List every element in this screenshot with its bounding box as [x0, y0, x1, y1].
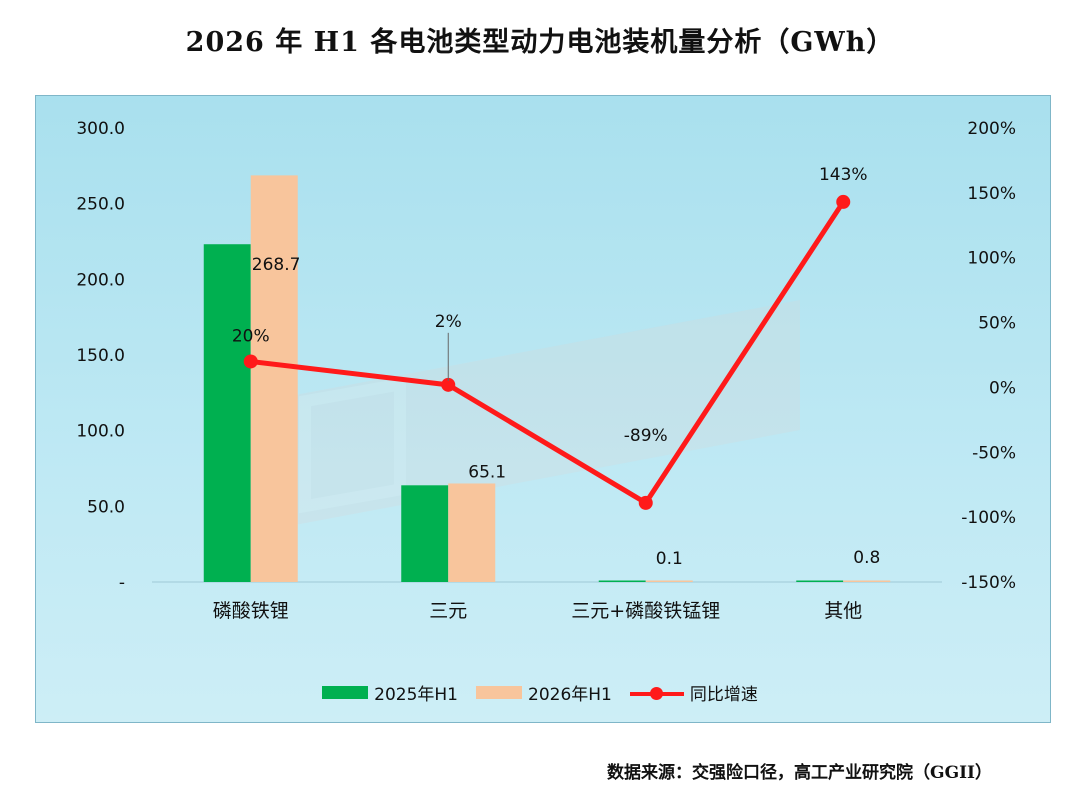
left-tick-label: 100.0: [76, 422, 125, 442]
category-label: 其他: [824, 600, 862, 622]
bar-2026: [250, 175, 298, 582]
bar-2026: [843, 580, 891, 582]
legend-label-2025: 2025年H1: [374, 685, 458, 705]
right-tick-label: 150%: [967, 184, 1016, 204]
category-label: 三元+磷酸铁锰锂: [571, 600, 720, 622]
bar-2026: [645, 580, 693, 582]
right-tick-label: -50%: [972, 443, 1016, 463]
legend-item-growth: 同比增速: [629, 680, 758, 705]
right-tick-label: 100%: [967, 249, 1016, 269]
legend-swatch-2026: [476, 686, 522, 699]
left-tick-label: -: [119, 573, 125, 593]
page-title: 2026 年 H1 各电池类型动力电池装机量分析（GWh）: [185, 27, 895, 58]
left-tick-label: 150.0: [76, 346, 125, 366]
left-tick-label: 50.0: [87, 497, 125, 517]
legend-item-2025: 2025年H1: [322, 680, 458, 705]
growth-data-label: -89%: [624, 426, 668, 446]
left-tick-label: 200.0: [76, 270, 125, 290]
left-tick-label: 250.0: [76, 195, 125, 215]
legend-item-2026: 2026年H1: [476, 680, 612, 705]
legend-swatch-2025: [322, 686, 369, 699]
source-note: 数据来源：交强险口径，高工产业研究院（GGII）: [607, 763, 992, 783]
right-tick-label: 0%: [989, 378, 1016, 398]
bar-data-label: 0.8: [853, 548, 880, 568]
bar-2025: [203, 244, 251, 582]
legend-swatch-growth: [629, 686, 684, 700]
growth-point: [243, 354, 258, 369]
growth-data-label: 2%: [435, 312, 462, 332]
category-label: 磷酸铁锂: [213, 600, 289, 622]
bar-2025: [401, 485, 449, 582]
right-tick-label: 50%: [978, 314, 1016, 334]
right-tick-label: -150%: [961, 573, 1016, 593]
legend: 2025年H1 2026年H1 同比增速: [0, 680, 1080, 705]
legend-label-growth: 同比增速: [689, 685, 758, 705]
left-tick-label: 300.0: [76, 119, 125, 139]
bar-data-label: 0.1: [656, 549, 683, 569]
watermark-logo: [295, 300, 800, 525]
growth-point: [441, 377, 456, 392]
bar-data-label: 268.7: [252, 255, 301, 275]
bar-data-label: 65.1: [468, 462, 506, 482]
growth-point: [638, 495, 653, 510]
growth-point: [836, 194, 851, 209]
right-tick-label: 200%: [967, 119, 1016, 139]
growth-data-label: 143%: [819, 165, 868, 185]
growth-line: [250, 200, 846, 506]
legend-label-2026: 2026年H1: [528, 685, 612, 705]
bar-2025: [796, 580, 844, 582]
category-label: 三元: [429, 600, 467, 622]
growth-data-label: 20%: [232, 326, 270, 346]
bar-2026: [448, 483, 496, 582]
right-tick-label: -100%: [961, 508, 1016, 528]
bar-2025: [598, 580, 646, 582]
